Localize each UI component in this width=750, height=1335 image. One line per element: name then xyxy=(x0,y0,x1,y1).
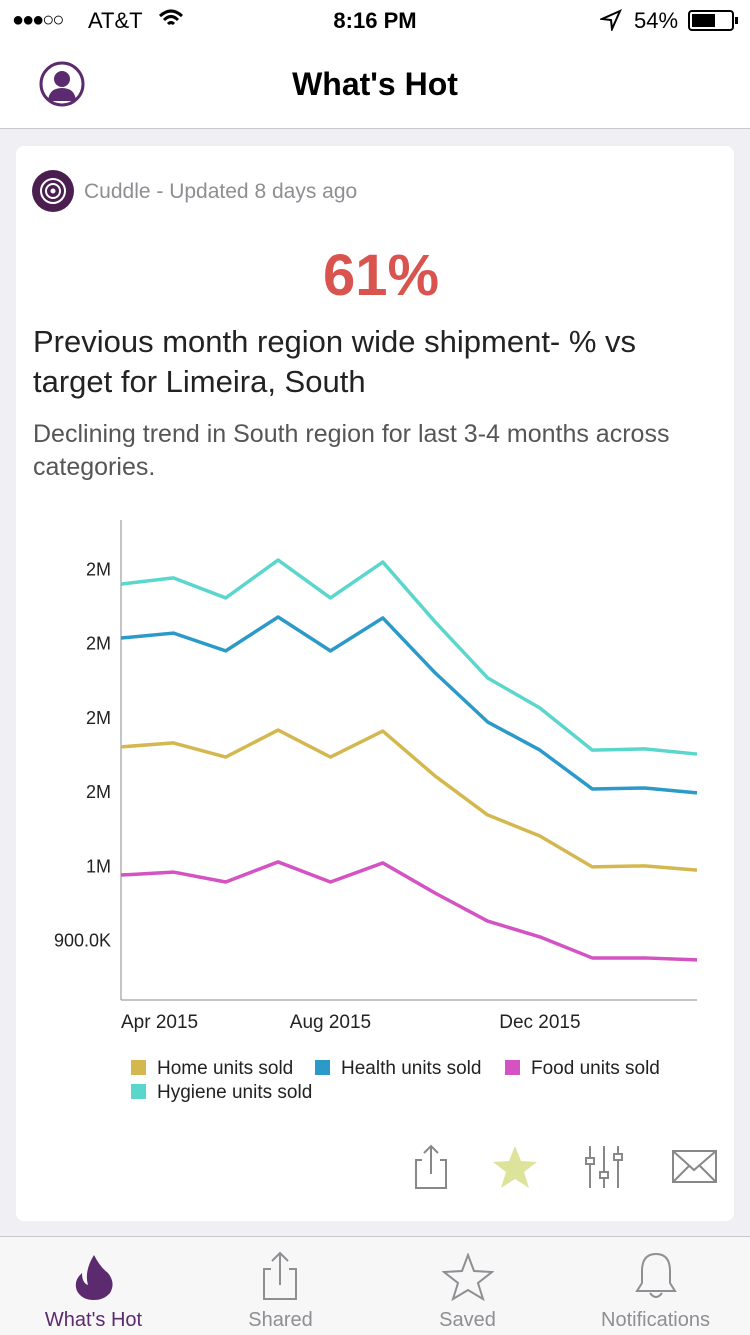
tab-label[interactable]: Shared xyxy=(248,1309,313,1331)
status-bar: ●●●○○ AT&T 8:16 PM 54% xyxy=(0,0,750,40)
tab-label[interactable]: Saved xyxy=(439,1309,496,1331)
legend-label: Health units sold xyxy=(341,1058,481,1079)
y-tick-label: 1M xyxy=(86,856,111,876)
location-icon xyxy=(600,9,622,31)
save-button[interactable] xyxy=(491,1144,539,1190)
headline: Previous month region wide shipment- % v… xyxy=(33,324,637,399)
notifications-icon[interactable] xyxy=(634,1251,678,1301)
whats-hot-icon[interactable] xyxy=(72,1253,116,1301)
legend-swatch xyxy=(315,1060,330,1075)
series-line xyxy=(120,860,698,962)
battery-icon xyxy=(688,10,738,31)
series-line xyxy=(120,558,698,756)
kpi: 61% xyxy=(322,243,440,308)
y-tick-label: 2M xyxy=(86,634,111,654)
x-tick-label: Dec 2015 xyxy=(499,1012,580,1033)
legend-label: Food units sold xyxy=(531,1058,660,1079)
nav-bar: What's Hot xyxy=(0,40,750,129)
signal: ●●●○○ xyxy=(12,9,64,31)
tab-label[interactable]: Notifications xyxy=(601,1309,710,1331)
y-tick-label: 2M xyxy=(86,782,111,802)
carrier: AT&T xyxy=(88,8,143,33)
legend-label: Hygiene units sold xyxy=(157,1082,312,1103)
time: 8:16 PM xyxy=(333,8,417,33)
description: Declining trend in South region for last… xyxy=(33,420,670,481)
filter-button[interactable] xyxy=(584,1144,628,1190)
series-line xyxy=(120,728,698,872)
source-logo xyxy=(32,170,74,212)
line-chart: 900.0K 1M 2M 2M 2M 2M Apr 2015 Aug 2015 Dec 2015… xyxy=(54,520,698,1103)
y-tick-label: 2M xyxy=(86,559,111,579)
y-tick-label: 2M xyxy=(86,708,111,728)
legend-label: Home units sold xyxy=(157,1058,293,1079)
page-title: What's Hot xyxy=(292,66,458,102)
source: Cuddle - Updated 8 days ago xyxy=(84,180,358,203)
y-tick-label: 900.0K xyxy=(54,931,111,951)
legend-swatch xyxy=(505,1060,520,1075)
tab-bar: What's Hot Shared Saved Notifications xyxy=(0,1236,750,1335)
wifi-icon xyxy=(158,9,184,26)
tab-label[interactable]: What's Hot xyxy=(44,1309,143,1331)
saved-icon[interactable] xyxy=(442,1253,494,1301)
series-line xyxy=(120,615,698,795)
profile-button[interactable] xyxy=(39,61,87,109)
insight-card: Cuddle - Updated 8 days ago 61% Previous… xyxy=(16,146,734,1221)
x-tick-label: Apr 2015 xyxy=(121,1012,198,1033)
share-button[interactable] xyxy=(414,1144,448,1190)
email-button[interactable] xyxy=(672,1150,718,1184)
battery-percent: 54% xyxy=(634,8,679,33)
legend-swatch xyxy=(131,1084,146,1099)
x-tick-label: Aug 2015 xyxy=(290,1012,371,1033)
shared-icon[interactable] xyxy=(262,1251,298,1301)
legend-swatch xyxy=(131,1060,146,1075)
